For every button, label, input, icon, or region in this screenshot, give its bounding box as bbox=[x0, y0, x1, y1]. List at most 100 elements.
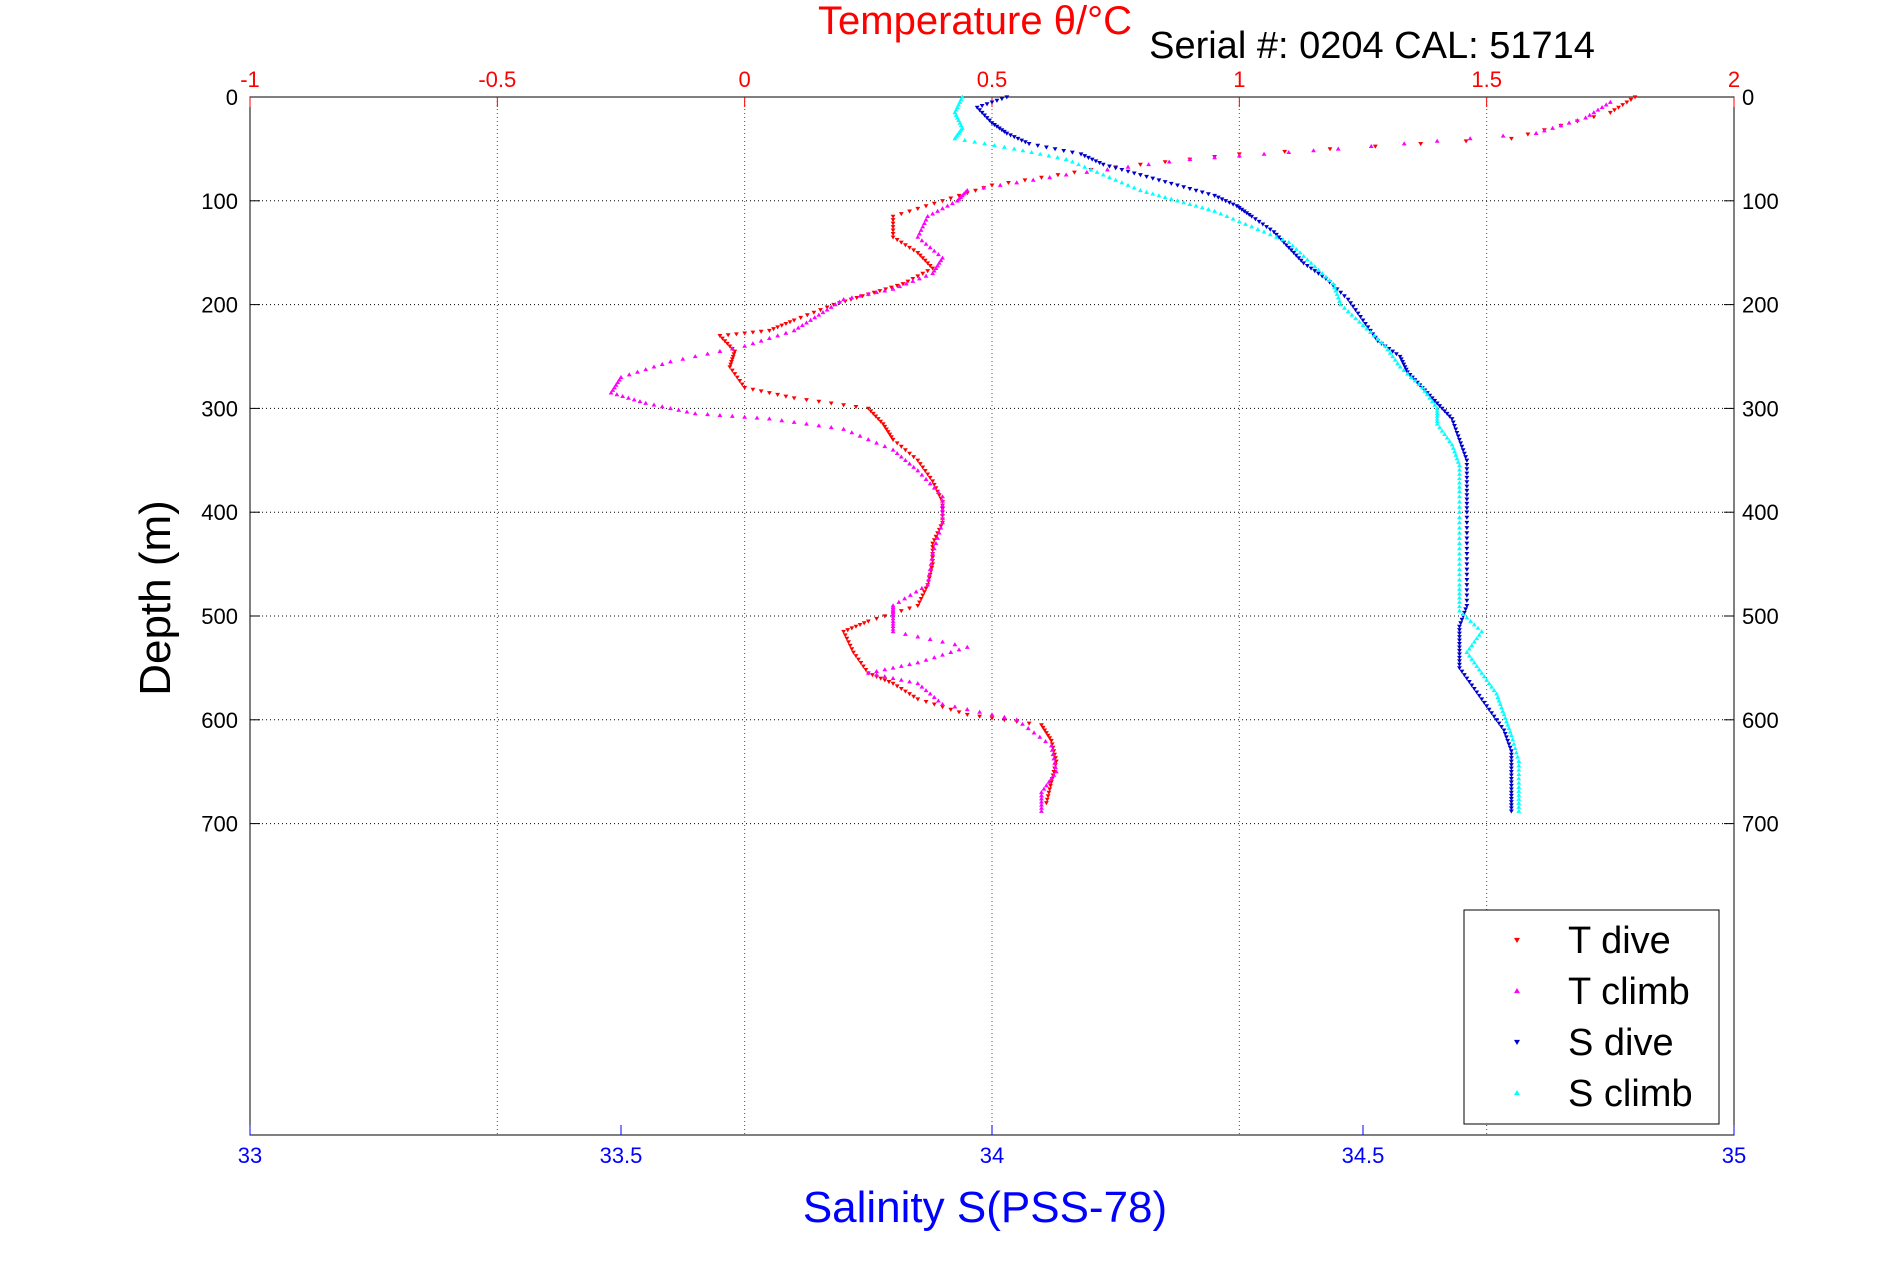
data-point bbox=[954, 198, 960, 203]
data-point bbox=[1464, 567, 1470, 572]
data-point bbox=[1457, 561, 1462, 566]
data-point bbox=[890, 286, 896, 291]
data-point bbox=[1434, 413, 1440, 418]
data-point bbox=[931, 702, 937, 707]
data-point bbox=[1296, 256, 1302, 261]
data-point bbox=[1044, 145, 1049, 150]
data-point bbox=[1447, 438, 1452, 443]
data-point bbox=[903, 457, 908, 462]
data-point bbox=[1048, 743, 1054, 748]
data-point bbox=[890, 629, 896, 634]
data-point bbox=[857, 293, 863, 298]
temperature-tick-label: 1.5 bbox=[1471, 67, 1502, 92]
data-point bbox=[1125, 164, 1131, 169]
data-point bbox=[940, 206, 945, 211]
data-point bbox=[1509, 797, 1514, 802]
legend-box bbox=[1463, 909, 1720, 1125]
data-point bbox=[727, 365, 733, 370]
data-point bbox=[1457, 489, 1462, 494]
data-point bbox=[874, 668, 879, 674]
data-point bbox=[1457, 662, 1462, 667]
data-point bbox=[1001, 129, 1007, 134]
data-point bbox=[997, 126, 1002, 131]
data-point bbox=[1345, 297, 1351, 302]
data-point bbox=[865, 291, 871, 296]
data-point bbox=[865, 619, 871, 624]
data-point bbox=[1509, 780, 1514, 785]
data-point bbox=[1475, 625, 1481, 630]
data-point bbox=[1509, 783, 1514, 788]
data-point bbox=[1243, 221, 1248, 226]
data-point bbox=[1402, 365, 1408, 370]
data-point bbox=[1495, 694, 1501, 699]
data-point bbox=[1509, 787, 1514, 792]
data-point bbox=[915, 206, 921, 211]
data-point bbox=[1241, 209, 1247, 214]
data-point bbox=[1525, 132, 1531, 137]
data-point bbox=[1271, 230, 1277, 235]
data-point bbox=[1053, 759, 1059, 764]
data-point bbox=[1457, 586, 1462, 591]
data-point bbox=[1008, 133, 1013, 138]
data-point bbox=[1434, 418, 1440, 424]
data-point bbox=[922, 258, 928, 263]
data-point bbox=[1175, 183, 1180, 188]
data-point bbox=[1463, 455, 1469, 460]
data-point bbox=[1458, 441, 1464, 446]
data-point bbox=[804, 398, 809, 403]
data-point bbox=[1437, 425, 1443, 430]
data-point bbox=[1491, 714, 1497, 719]
data-point bbox=[936, 493, 942, 498]
data-point bbox=[919, 585, 925, 590]
data-point bbox=[977, 714, 983, 719]
data-point bbox=[945, 203, 950, 208]
data-point bbox=[1466, 646, 1472, 651]
data-point bbox=[940, 515, 945, 520]
data-point bbox=[1089, 157, 1095, 162]
data-point bbox=[1471, 686, 1477, 692]
data-point bbox=[1464, 475, 1470, 480]
data-point bbox=[1044, 797, 1050, 802]
data-point bbox=[890, 228, 896, 233]
data-point bbox=[820, 309, 826, 315]
data-point bbox=[1464, 676, 1470, 681]
depth-tick-label: 400 bbox=[1742, 500, 1779, 525]
data-point bbox=[1212, 208, 1217, 213]
data-point bbox=[1249, 224, 1255, 229]
data-point bbox=[1509, 770, 1514, 775]
data-point bbox=[890, 214, 896, 219]
data-point bbox=[1356, 319, 1362, 324]
data-point bbox=[857, 433, 863, 438]
data-point bbox=[612, 385, 617, 390]
data-point bbox=[1459, 669, 1465, 674]
data-point bbox=[1138, 162, 1143, 167]
data-point bbox=[832, 302, 838, 307]
data-point bbox=[1464, 510, 1470, 515]
data-point bbox=[890, 621, 896, 626]
data-point bbox=[933, 540, 939, 546]
data-point bbox=[921, 220, 927, 225]
data-point bbox=[887, 432, 893, 437]
data-point bbox=[1047, 787, 1053, 792]
data-point bbox=[659, 404, 665, 409]
data-point bbox=[905, 279, 911, 284]
data-point bbox=[890, 681, 896, 686]
data-point bbox=[1516, 776, 1522, 781]
data-point bbox=[952, 642, 958, 647]
data-point bbox=[1464, 552, 1470, 557]
data-point bbox=[885, 430, 891, 435]
data-point bbox=[1541, 128, 1547, 133]
data-point bbox=[1507, 729, 1513, 734]
salinity-tick-label: 34 bbox=[980, 1143, 1004, 1168]
data-point bbox=[927, 566, 933, 571]
data-point bbox=[1432, 402, 1438, 407]
data-point bbox=[948, 649, 954, 655]
data-point bbox=[1464, 536, 1470, 541]
data-point bbox=[878, 676, 884, 681]
data-point bbox=[1113, 177, 1119, 182]
data-point bbox=[853, 404, 859, 410]
data-point bbox=[724, 341, 730, 346]
data-point bbox=[1491, 687, 1497, 693]
data-point bbox=[880, 422, 886, 427]
data-point bbox=[1319, 271, 1325, 276]
